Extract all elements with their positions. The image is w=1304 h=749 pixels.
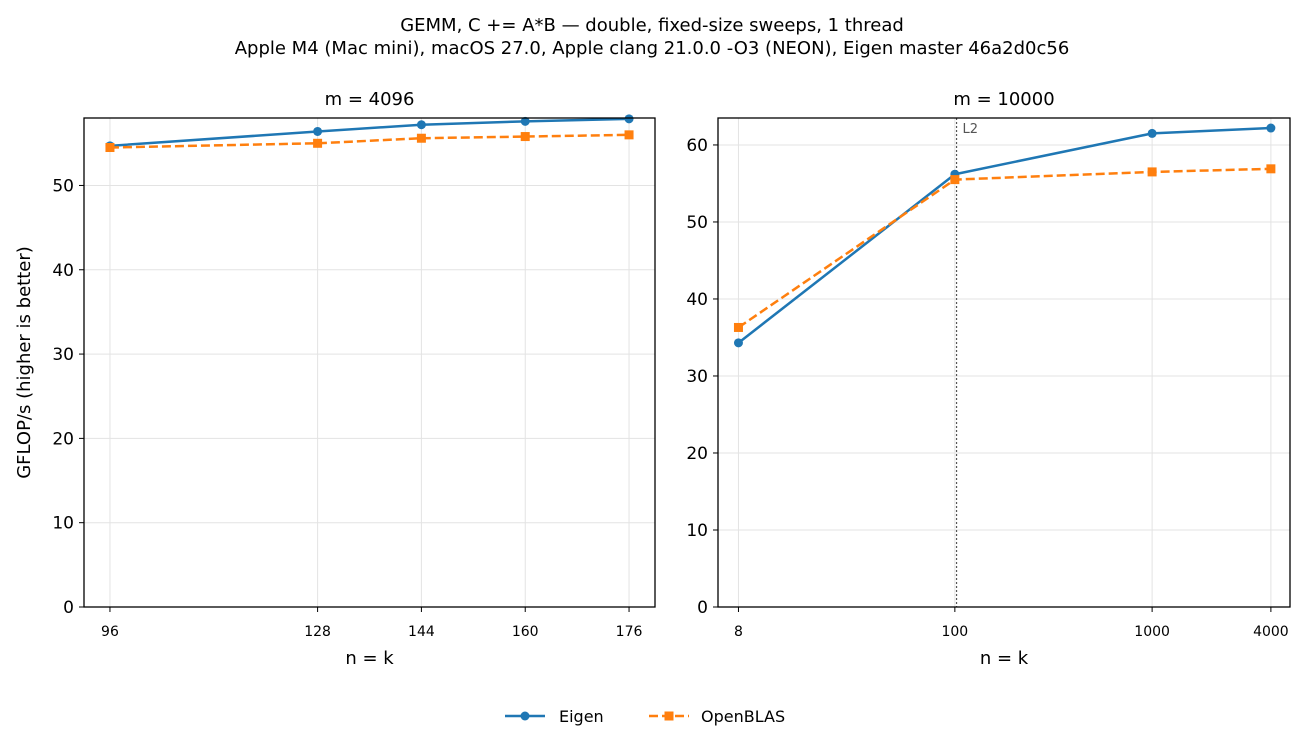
- panel-title: m = 10000: [953, 89, 1054, 110]
- data-point-openblas: [520, 132, 530, 142]
- figure-title-line2: Apple M4 (Mac mini), macOS 27.0, Apple c…: [235, 38, 1070, 59]
- y-tick-label: 10: [686, 521, 708, 541]
- y-tick-label: 60: [686, 136, 708, 156]
- plot-frame: [717, 117, 1291, 608]
- data-point-openblas: [1266, 164, 1276, 174]
- data-point-eigen: [1266, 123, 1276, 133]
- y-tick-label: 40: [686, 290, 708, 310]
- panel-m-10000: L2 0 10 20 30 40 50 60 8 100 1000 4000 m = 10000 n = …: [686, 89, 1291, 669]
- data-point-openblas: [733, 322, 743, 332]
- panel-title: m = 4096: [325, 89, 415, 110]
- x-tick-label: 8: [734, 624, 743, 640]
- y-tick-label: 40: [52, 261, 74, 281]
- data-point-eigen: [624, 114, 634, 124]
- x-tick-label: 144: [408, 624, 435, 640]
- x-tick-label: 4000: [1253, 624, 1289, 640]
- x-tick-label: 176: [616, 624, 643, 640]
- y-axis-label: GFLOP/s (higher is better): [14, 246, 35, 479]
- data-point-eigen: [520, 116, 530, 126]
- legend-openblas-label: OpenBLAS: [701, 707, 785, 726]
- legend-eigen-marker: [520, 711, 530, 721]
- y-tick-label: 20: [686, 444, 708, 464]
- data-point-openblas: [416, 133, 426, 143]
- x-axis-label: n = k: [345, 648, 394, 669]
- data-point-openblas: [313, 138, 323, 148]
- figure-title-line1: GEMM, C += A*B — double, fixed-size swee…: [400, 15, 904, 36]
- x-axis-label: n = k: [980, 648, 1029, 669]
- series-line-eigen: [737, 126, 1271, 344]
- data-point-openblas: [105, 143, 115, 153]
- series-line-openblas: [109, 133, 630, 149]
- legend-openblas-marker: [664, 711, 674, 721]
- y-tick-label: 0: [63, 598, 74, 618]
- legend: Eigen OpenBLAS: [505, 707, 785, 726]
- plot-frame: [83, 117, 656, 608]
- data-point-openblas: [950, 175, 960, 185]
- data-point-openblas: [1147, 167, 1157, 177]
- legend-eigen-label: Eigen: [559, 707, 604, 726]
- panel-m-4096: 0 10 20 30 40 50 96 128 144 160 176 m = 4096 n = k GF…: [14, 89, 656, 669]
- y-tick-label: 10: [52, 514, 74, 534]
- y-tick-label: 30: [686, 367, 708, 387]
- data-point-eigen: [313, 126, 323, 136]
- data-point-openblas: [624, 130, 634, 140]
- x-tick-label: 128: [304, 624, 331, 640]
- series-line-openblas: [737, 167, 1271, 329]
- y-tick-label: 20: [52, 429, 74, 449]
- x-tick-label: 160: [512, 624, 539, 640]
- data-point-eigen: [733, 338, 743, 348]
- y-tick-label: 50: [52, 176, 74, 196]
- x-tick-label: 96: [101, 624, 119, 640]
- data-point-eigen: [1147, 128, 1157, 138]
- l2-marker-label: L2: [963, 122, 979, 137]
- y-tick-label: 30: [52, 345, 74, 365]
- y-tick-label: 50: [686, 213, 708, 233]
- series-line-eigen: [109, 117, 630, 148]
- x-tick-label: 1000: [1134, 624, 1170, 640]
- data-point-eigen: [416, 120, 426, 130]
- y-tick-label: 0: [697, 598, 708, 618]
- x-tick-label: 100: [941, 624, 968, 640]
